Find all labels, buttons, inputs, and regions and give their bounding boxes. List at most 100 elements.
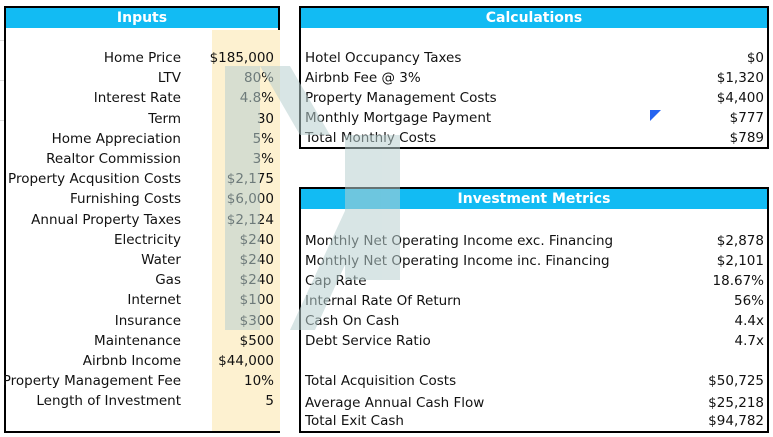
row-value: 18.67%	[712, 273, 764, 289]
inputs-row: Gas $240	[6, 270, 278, 290]
row-value: $777	[729, 110, 764, 126]
row-value: $25,218	[708, 395, 764, 411]
row-label: Average Annual Cash Flow	[305, 395, 485, 411]
calculations-panel: Calculations Hotel Occupancy Taxes $0 Airb…	[299, 6, 769, 149]
metrics-row: Cash On Cash 4.4x	[301, 311, 767, 331]
gridline	[0, 120, 4, 121]
row-label: Internet	[127, 292, 181, 308]
row-value[interactable]: 80%	[243, 70, 274, 86]
inputs-header: Inputs	[6, 8, 278, 28]
row-label: Home Appreciation	[51, 131, 181, 147]
row-label: Cash On Cash	[305, 313, 400, 329]
row-value: $50,725	[708, 373, 764, 389]
row-value: 4.7x	[734, 333, 764, 349]
row-label: Property Management Fee	[2, 373, 181, 389]
row-value[interactable]: $6,000	[226, 191, 274, 207]
row-label: Monthly Net Operating Income inc. Financ…	[305, 253, 610, 269]
inputs-row: Maintenance $500	[6, 331, 278, 351]
row-label: Maintenance	[94, 333, 181, 349]
row-value: 56%	[733, 293, 764, 309]
calculations-row: Monthly Mortgage Payment $777	[301, 108, 767, 128]
row-label: Annual Property Taxes	[31, 212, 181, 228]
inputs-row: Term 30	[6, 109, 278, 129]
row-label: Gas	[155, 272, 181, 288]
inputs-row: Property Management Fee 10%	[2, 371, 278, 391]
metrics-row: Monthly Net Operating Income inc. Financ…	[301, 251, 767, 271]
row-label: Total Monthly Costs	[305, 130, 437, 146]
inputs-row: Length of Investment 5	[6, 391, 278, 411]
row-value[interactable]: $100	[239, 292, 274, 308]
row-value[interactable]: 5%	[252, 131, 274, 147]
row-value[interactable]: 3%	[252, 151, 274, 167]
row-value[interactable]: $185,000	[209, 50, 274, 66]
row-label: Interest Rate	[93, 90, 181, 106]
row-label: Monthly Net Operating Income exc. Financ…	[305, 233, 614, 249]
row-label: Property Management Costs	[305, 90, 497, 106]
metrics-row: Debt Service Ratio 4.7x	[301, 331, 767, 351]
inputs-row: Annual Property Taxes $2,124	[6, 210, 278, 230]
row-value[interactable]: $240	[239, 272, 274, 288]
row-value[interactable]: $500	[239, 333, 274, 349]
row-label: Airbnb Fee @ 3%	[305, 70, 421, 86]
row-value: $1,320	[716, 70, 764, 86]
investment-metrics-panel: Investment Metrics Monthly Net Operating…	[299, 187, 769, 433]
row-value: $789	[729, 130, 764, 146]
inputs-row: Property Acqusition Costs $2,175	[6, 169, 278, 189]
inputs-row: Furnishing Costs $6,000	[6, 189, 278, 209]
row-value[interactable]: $2,175	[226, 171, 274, 187]
row-label: Insurance	[114, 313, 181, 329]
row-value[interactable]: $44,000	[218, 353, 274, 369]
inputs-row: Water $240	[6, 250, 278, 270]
inputs-row: Home Appreciation 5%	[6, 129, 278, 149]
row-value: 4.4x	[734, 313, 764, 329]
row-label: Property Acqusition Costs	[8, 171, 181, 187]
metrics-row: Internal Rate Of Return 56%	[301, 291, 767, 311]
inputs-row: Airbnb Income $44,000	[6, 351, 278, 371]
inputs-row: Electricity $240	[6, 230, 278, 250]
row-value[interactable]: $240	[239, 232, 274, 248]
row-value[interactable]: 4.8%	[239, 90, 274, 106]
row-label: Length of Investment	[36, 393, 181, 409]
row-label: LTV	[157, 70, 181, 86]
calculations-row: Hotel Occupancy Taxes $0	[301, 48, 767, 68]
comment-indicator-icon[interactable]	[650, 110, 661, 121]
calculations-row: Property Management Costs $4,400	[301, 88, 767, 108]
row-value: $94,782	[708, 413, 764, 429]
metrics-row: Cap Rate 18.67%	[301, 271, 767, 291]
row-label: Debt Service Ratio	[305, 333, 431, 349]
row-value: $2,878	[716, 233, 764, 249]
row-label: Term	[148, 111, 181, 127]
row-label: Total Exit Cash	[305, 413, 404, 429]
row-label: Internal Rate Of Return	[305, 293, 462, 309]
row-label: Electricity	[113, 232, 181, 248]
inputs-row: Interest Rate 4.8%	[6, 88, 278, 108]
row-label: Home Price	[103, 50, 181, 66]
row-value[interactable]: $300	[239, 313, 274, 329]
inputs-row: Home Price $185,000	[6, 48, 278, 68]
row-label: Water	[141, 252, 181, 268]
row-value[interactable]: $240	[239, 252, 274, 268]
inputs-row: Realtor Commission 3%	[6, 149, 278, 169]
row-label: Cap Rate	[305, 273, 367, 289]
row-value: $0	[746, 50, 764, 66]
inputs-panel: Inputs Home Price $185,000 LTV 80% Interest …	[2, 6, 280, 433]
gridline	[0, 80, 4, 81]
gridline	[0, 40, 4, 41]
row-value: $2,101	[716, 253, 764, 269]
row-label: Realtor Commission	[46, 151, 181, 167]
calculations-row: Total Monthly Costs $789	[301, 128, 767, 148]
metrics-row: Monthly Net Operating Income exc. Financ…	[301, 231, 767, 251]
row-value[interactable]: 30	[256, 111, 274, 127]
calculations-row: Airbnb Fee @ 3% $1,320	[301, 68, 767, 88]
row-value: $4,400	[716, 90, 764, 106]
row-value[interactable]: 5	[265, 393, 274, 409]
metrics-row: Total Acquisition Costs $50,725	[301, 371, 767, 391]
inputs-row: Internet $100	[6, 290, 278, 310]
inputs-row: LTV 80%	[6, 68, 278, 88]
row-label: Furnishing Costs	[69, 191, 181, 207]
row-label: Total Acquisition Costs	[305, 373, 457, 389]
investment-metrics-header: Investment Metrics	[301, 189, 767, 209]
metrics-row: Total Exit Cash $94,782	[301, 411, 767, 431]
row-value[interactable]: 10%	[243, 373, 274, 389]
row-value[interactable]: $2,124	[226, 212, 274, 228]
